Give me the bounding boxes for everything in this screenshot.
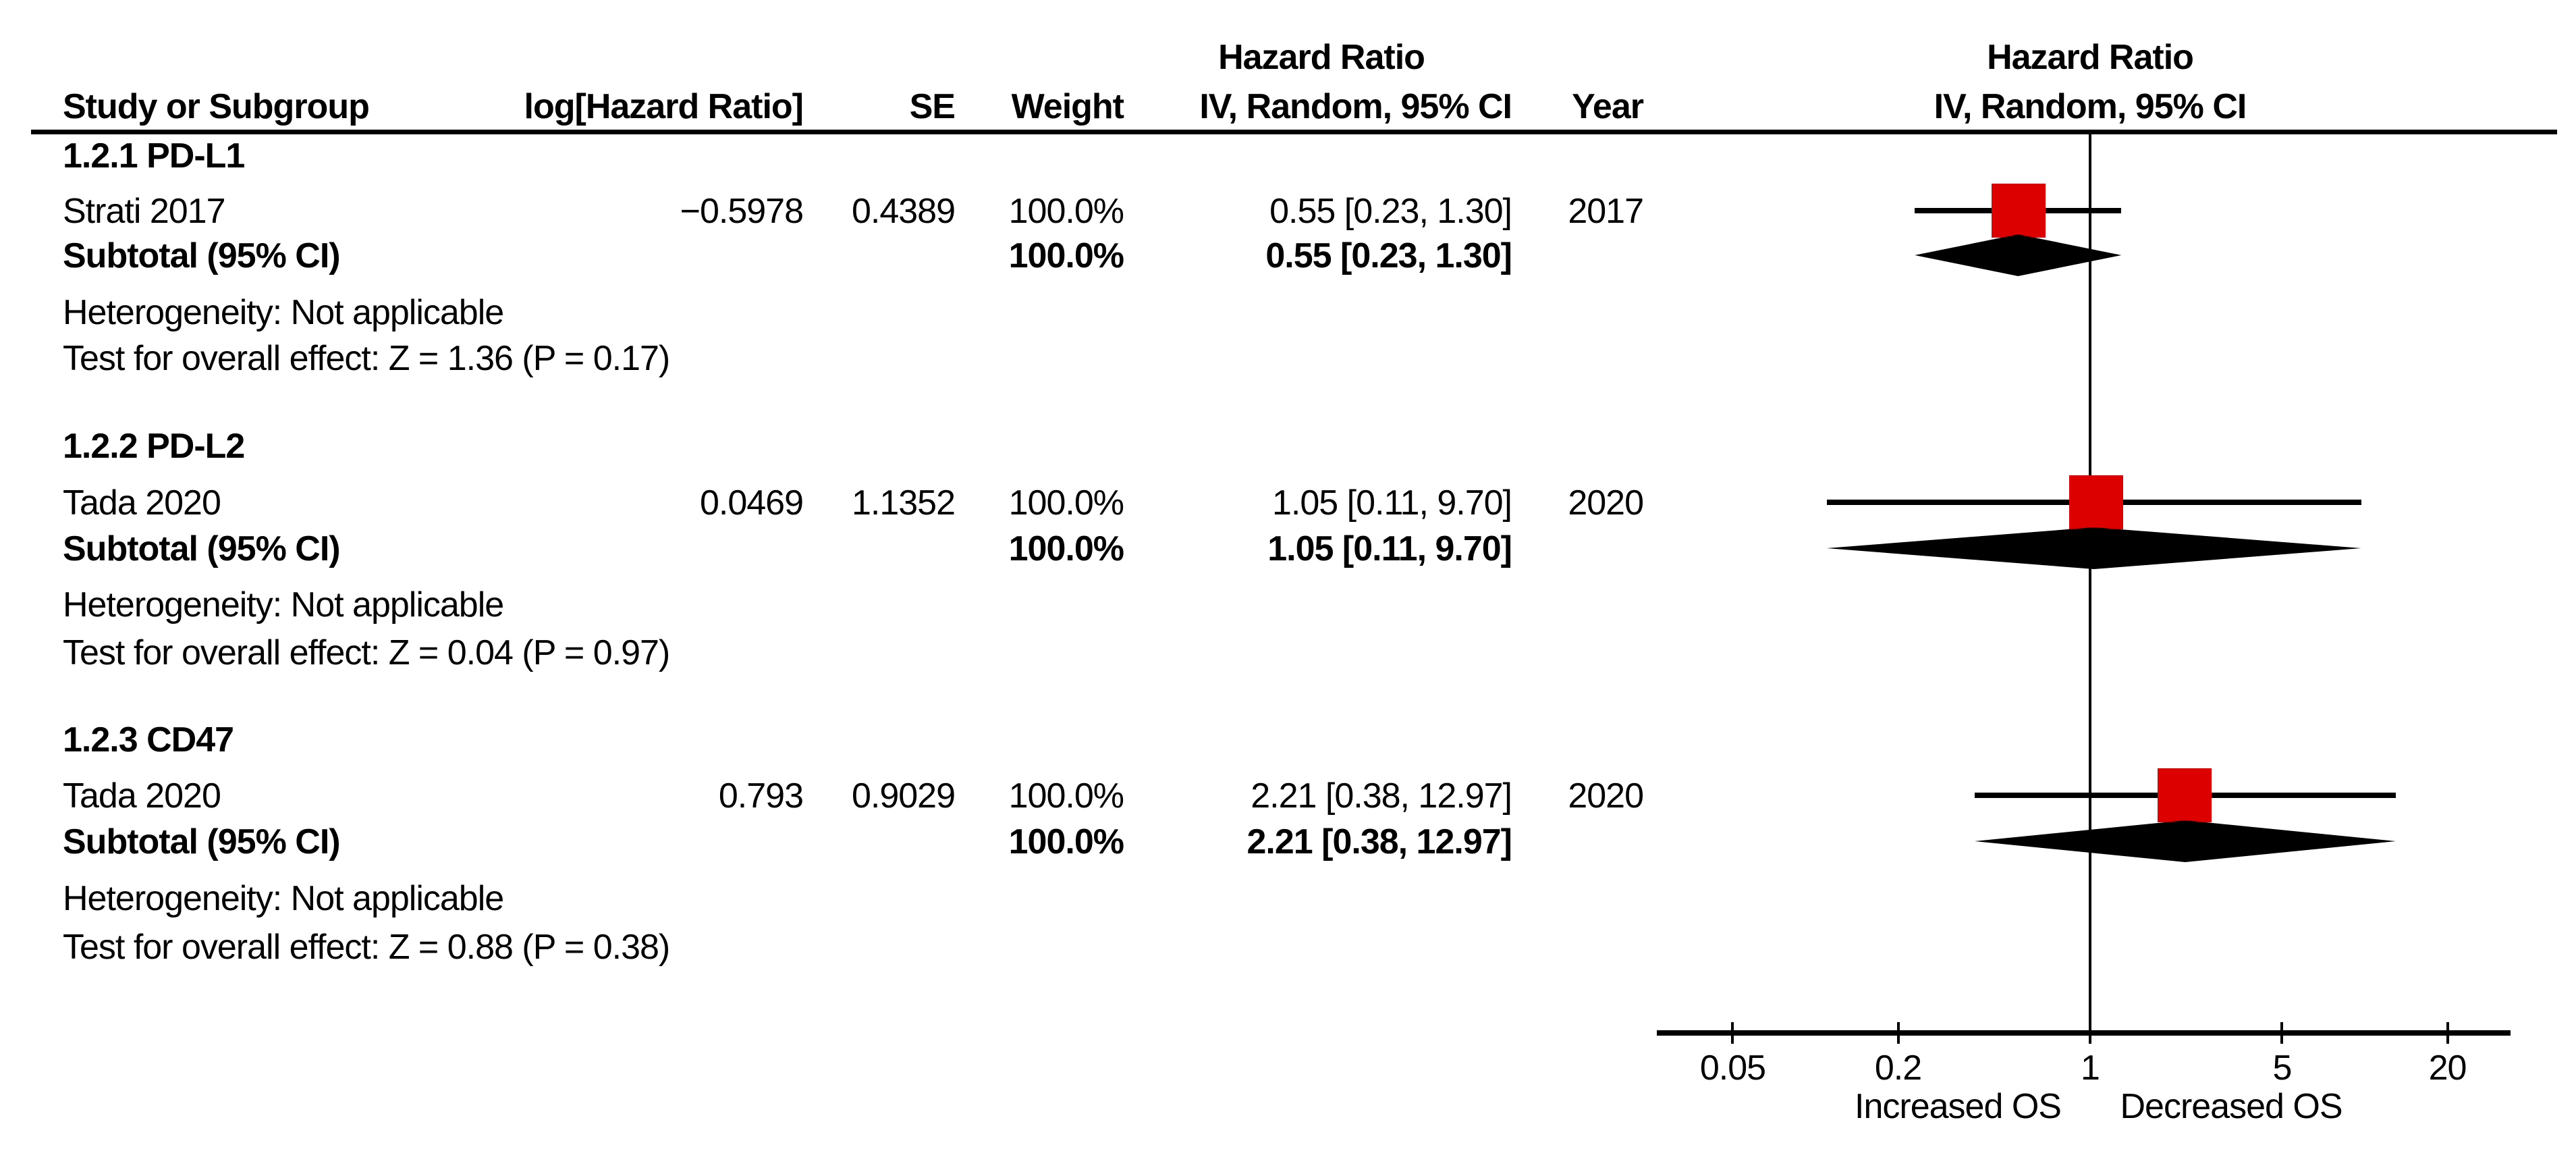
heterogeneity-note: Heterogeneity: Not applicable [63, 293, 504, 332]
study-label: Tada 2020 [63, 776, 221, 816]
table-effect-group-header: Hazard Ratio [1218, 38, 1425, 77]
overall-effect-note: Test for overall effect: Z = 0.88 (P = 0… [63, 928, 670, 967]
subtotal-weight: 100.0% [1008, 236, 1124, 275]
header-underline [31, 130, 2557, 134]
plot-effect-group-header: Hazard Ratio [1987, 38, 2194, 77]
subtotal-diamond [1974, 820, 2396, 862]
study-point-square [2068, 475, 2123, 529]
subtotal-diamond [1826, 527, 2361, 569]
subtotal-label: Subtotal (95% CI) [63, 529, 341, 568]
subtotal-hr-ci: 0.55 [0.23, 1.30] [1265, 236, 1512, 275]
x-axis-left-label: Increased OS [1855, 1087, 2062, 1126]
subtotal-weight: 100.0% [1008, 822, 1124, 861]
subtotal-label: Subtotal (95% CI) [63, 236, 341, 275]
subtotal-hr-ci: 1.05 [0.11, 9.70] [1267, 529, 1512, 568]
study-hr-ci: 2.21 [0.38, 12.97] [1251, 776, 1512, 816]
study-label: Tada 2020 [63, 483, 221, 523]
overall-effect-note: Test for overall effect: Z = 0.04 (P = 0… [63, 633, 670, 672]
x-axis-tick-label: 0.2 [1874, 1048, 1922, 1088]
study-se: 1.1352 [851, 483, 956, 523]
col-header-year: Year [1572, 87, 1644, 126]
study-year: 2020 [1568, 776, 1644, 816]
subtotal-weight: 100.0% [1008, 529, 1124, 568]
subgroup-title: 1.2.1 PD-L1 [63, 136, 245, 176]
col-header-log-hr: log[Hazard Ratio] [524, 87, 804, 126]
heterogeneity-note: Heterogeneity: Not applicable [63, 879, 504, 918]
col-header-weight: Weight [1011, 87, 1124, 126]
study-point-square [1992, 184, 2046, 238]
study-year: 2017 [1568, 192, 1644, 231]
heterogeneity-note: Heterogeneity: Not applicable [63, 585, 504, 624]
study-se: 0.9029 [851, 776, 956, 816]
study-hr-ci: 0.55 [0.23, 1.30] [1269, 192, 1512, 231]
study-log-hr: 0.0469 [699, 483, 804, 523]
x-axis-line [1657, 1030, 2511, 1036]
x-axis-tick-label: 1 [2081, 1048, 2100, 1088]
x-axis-tick-label: 0.05 [1699, 1048, 1766, 1088]
study-weight: 100.0% [1008, 483, 1124, 523]
study-log-hr: −0.5978 [680, 192, 804, 231]
x-axis-tick-label: 5 [2272, 1048, 2293, 1088]
study-year: 2020 [1568, 483, 1644, 523]
study-hr-ci: 1.05 [0.11, 9.70] [1272, 483, 1512, 523]
subgroup-title: 1.2.2 PD-L2 [63, 427, 245, 466]
subgroup-title: 1.2.3 CD47 [63, 720, 234, 760]
col-header-study: Study or Subgroup [63, 87, 370, 126]
subtotal-hr-ci: 2.21 [0.38, 12.97] [1246, 822, 1512, 861]
study-log-hr: 0.793 [718, 776, 804, 816]
study-weight: 100.0% [1008, 776, 1124, 816]
study-label: Strati 2017 [63, 192, 226, 231]
study-point-square [2158, 768, 2212, 822]
null-effect-line [2089, 134, 2091, 1033]
plot-col-header-iv-ci: IV, Random, 95% CI [1934, 87, 2247, 126]
study-weight: 100.0% [1008, 192, 1124, 231]
overall-effect-note: Test for overall effect: Z = 1.36 (P = 0… [63, 339, 670, 378]
x-axis-tick-label: 20 [2428, 1048, 2467, 1088]
subtotal-label: Subtotal (95% CI) [63, 822, 341, 861]
study-se: 0.4389 [851, 192, 956, 231]
col-header-iv-ci: IV, Random, 95% CI [1199, 87, 1512, 126]
col-header-se: SE [909, 87, 956, 126]
x-axis-right-label: Decreased OS [2120, 1087, 2342, 1126]
